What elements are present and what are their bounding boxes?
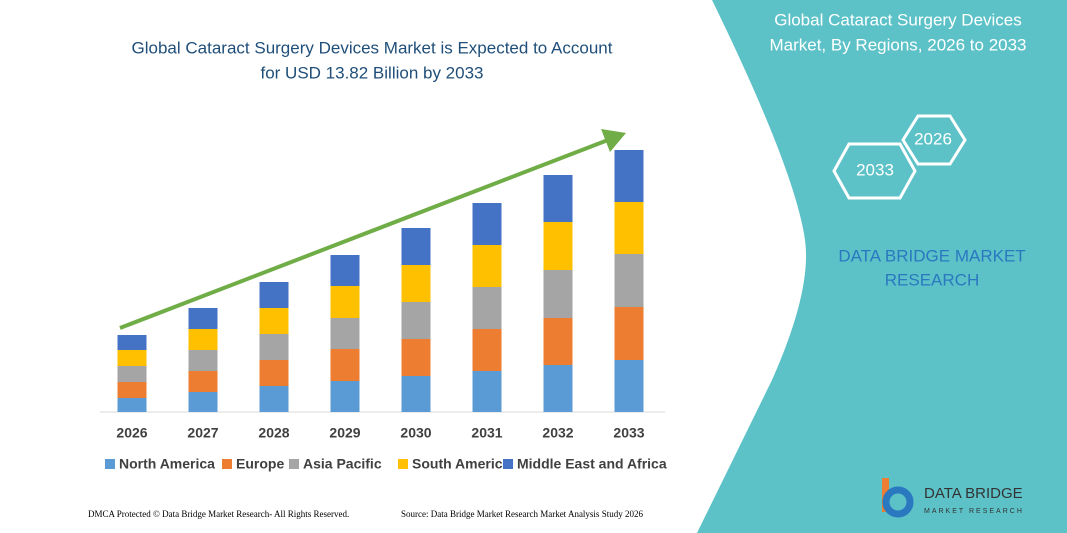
bar-segment (259, 282, 289, 308)
x-tick-label: 2026 (116, 425, 147, 441)
brand: RESEARCH (885, 270, 979, 289)
footer-right: Source: Data Bridge Market Research Mark… (401, 509, 643, 519)
bar-segment (117, 335, 147, 350)
bar-segment (401, 339, 431, 376)
bar-segment (543, 175, 573, 222)
bar-segment (117, 366, 147, 382)
bar-segment (117, 382, 147, 398)
x-tick-label: 2031 (471, 425, 502, 441)
logo-tagline: MARKET RESEARCH (924, 508, 1024, 515)
bar-segment (330, 349, 360, 381)
bar-segment (543, 270, 573, 318)
trend-arrow (119, 129, 626, 330)
bar-segment (188, 392, 218, 412)
legend-swatch (222, 459, 232, 469)
bar-segment (259, 308, 289, 334)
bar-segment (472, 329, 502, 371)
x-tick-label: 2027 (187, 425, 218, 441)
legend-label: Asia Pacific (303, 456, 382, 472)
legend-swatch (105, 459, 115, 469)
chart-title: Global Cataract Surgery Devices Market i… (132, 38, 613, 57)
x-tick-label: 2029 (329, 425, 360, 441)
legend-label: South America (412, 456, 510, 472)
bar-segment (543, 222, 573, 270)
bar-segment (614, 254, 644, 307)
bar-segment (259, 386, 289, 412)
legend-label: Europe (236, 456, 284, 472)
bar-segment (188, 350, 218, 371)
bar-segment (188, 371, 218, 392)
end-year: 2033 (856, 160, 894, 179)
bar-segment (330, 381, 360, 412)
panel-title: Market, By Regions, 2026 to 2033 (769, 35, 1026, 54)
x-tick-label: 2033 (613, 425, 644, 441)
legend-swatch (289, 459, 299, 469)
bar-segment (543, 318, 573, 365)
x-tick-label: 2030 (400, 425, 431, 441)
side-panel (697, 0, 1067, 533)
footer-left: DMCA Protected © Data Bridge Market Rese… (88, 509, 349, 519)
brand: DATA BRIDGE MARKET (838, 246, 1025, 265)
bar-segment (472, 287, 502, 329)
bar-segment (259, 334, 289, 360)
bar-segment (472, 245, 502, 287)
bar-segment (614, 202, 644, 254)
bar-segment (330, 255, 360, 286)
legend-label: Middle East and Africa (517, 456, 667, 472)
x-tick-label: 2032 (542, 425, 573, 441)
panel-title: Global Cataract Surgery Devices (774, 10, 1022, 29)
bar-segment (117, 398, 147, 412)
bar-segment (614, 307, 644, 360)
bar-segment (259, 360, 289, 386)
legend-label: North America (119, 456, 215, 472)
bar-segment (614, 150, 644, 202)
legend-swatch (398, 459, 408, 469)
start-year: 2026 (914, 129, 952, 148)
hexagons (832, 114, 967, 200)
bar-segment (472, 371, 502, 412)
bar-segment (614, 360, 644, 412)
bar-segment (543, 365, 573, 412)
x-tick-label: 2028 (258, 425, 289, 441)
bar-segment (188, 308, 218, 329)
logo-name: DATA BRIDGE (924, 485, 1023, 502)
bar-segment (472, 203, 502, 245)
bar-segment (117, 350, 147, 366)
bar-segment (330, 318, 360, 349)
bar-segment (401, 302, 431, 339)
bar-segment (330, 286, 360, 318)
bar-segment (401, 228, 431, 265)
bar-segment (401, 376, 431, 412)
logo-icon (882, 478, 914, 518)
bar-segment (401, 265, 431, 302)
legend-swatch (503, 459, 513, 469)
bar-segment (188, 329, 218, 350)
chart-title: for USD 13.82 Billion by 2033 (260, 63, 483, 82)
